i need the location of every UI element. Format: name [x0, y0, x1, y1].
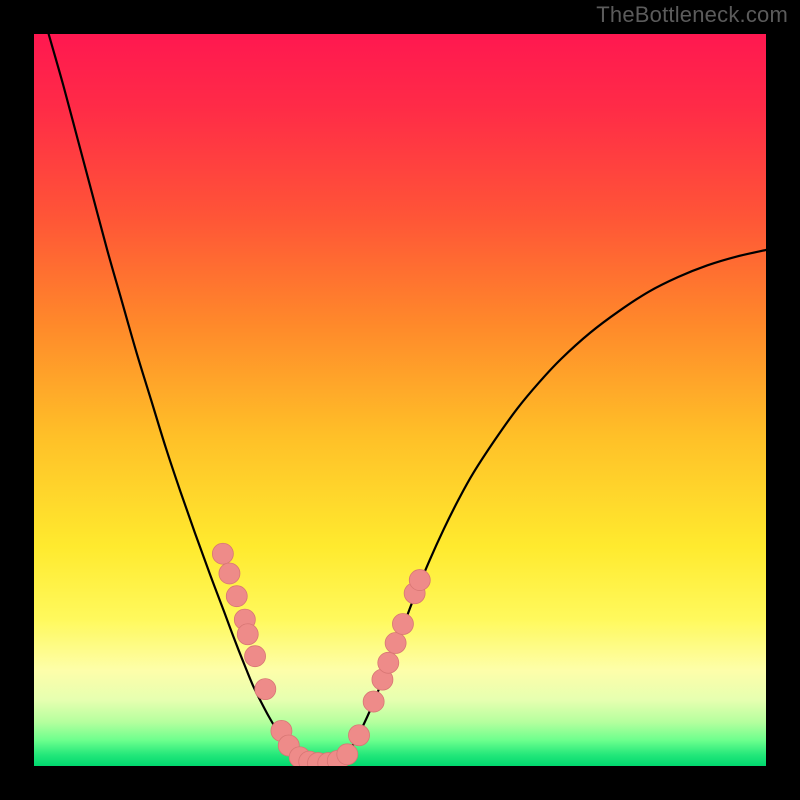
- curve-marker: [409, 570, 430, 591]
- plot-gradient-background: [34, 34, 766, 766]
- curve-marker: [392, 613, 413, 634]
- curve-marker: [237, 624, 258, 645]
- curve-marker: [255, 679, 276, 700]
- curve-marker: [385, 633, 406, 654]
- curve-marker: [212, 543, 233, 564]
- curve-marker: [337, 744, 358, 765]
- curve-marker: [349, 725, 370, 746]
- bottleneck-chart-svg: [0, 0, 800, 800]
- watermark-text: TheBottleneck.com: [596, 2, 788, 28]
- curve-marker: [219, 563, 240, 584]
- curve-marker: [226, 586, 247, 607]
- curve-marker: [245, 646, 266, 667]
- curve-marker: [378, 652, 399, 673]
- curve-marker: [363, 691, 384, 712]
- chart-stage: TheBottleneck.com: [0, 0, 800, 800]
